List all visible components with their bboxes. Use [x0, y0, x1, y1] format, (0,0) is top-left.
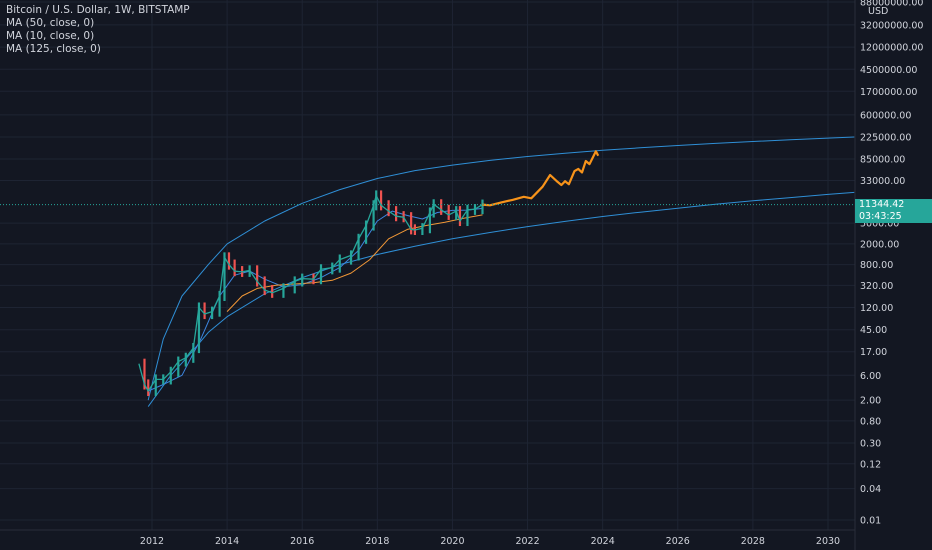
series-layer: [138, 136, 855, 407]
chart-grid: [0, 0, 855, 530]
y-tick-label: 88000000.00: [860, 0, 923, 9]
y-tick-label: 6.00: [860, 371, 881, 382]
y-axis-unit: USD: [868, 6, 888, 17]
y-tick-label: 320.00: [860, 281, 893, 292]
legend-symbol[interactable]: Bitcoin / U.S. Dollar, 1W, BITSTAMP: [6, 4, 190, 16]
legend-ma-10[interactable]: MA (10, close, 0): [6, 30, 95, 42]
log-band-line: [147, 136, 855, 401]
y-tick-label: 0.80: [860, 416, 881, 427]
ma-125-line: [226, 214, 483, 312]
last-price-badge: 11344.42: [855, 198, 932, 211]
y-tick-label: 2000.00: [860, 239, 899, 250]
y-tick-label: 0.12: [860, 459, 881, 470]
y-tick-label: 32000000.00: [860, 20, 923, 31]
price-line: [138, 194, 483, 392]
x-axis-ticks: 2012 2014 2016 2018 2020 2022 2024 2026 2028 2030: [140, 536, 840, 547]
log-band-line: [147, 191, 855, 407]
bar-countdown-badge: 03:43:25: [855, 210, 932, 223]
y-tick-label: 33000.00: [860, 176, 905, 187]
y-tick-label: 45.00: [860, 325, 887, 336]
y-tick-label: 17.00: [860, 347, 887, 358]
x-tick-label: 2022: [515, 536, 539, 547]
y-tick-label: 5000.00: [860, 219, 899, 230]
y-tick-label: 0.30: [860, 439, 881, 450]
y-tick-label: 12000000.00: [860, 43, 923, 54]
y-tick-label: 1700000.00: [860, 87, 917, 98]
y-tick-label: 85000.00: [860, 155, 905, 166]
x-tick-label: 2020: [440, 536, 464, 547]
y-axis-ticks: 88000000.00 32000000.00 12000000.00 4500000…: [860, 0, 923, 527]
y-tick-label: 0.04: [860, 484, 881, 495]
x-tick-label: 2014: [215, 536, 239, 547]
y-tick-label: 0.01: [860, 516, 881, 527]
y-tick-label: 800.00: [860, 260, 893, 271]
x-tick-label: 2028: [741, 536, 765, 547]
legend-ma-50[interactable]: MA (50, close, 0): [6, 17, 95, 29]
x-tick-label: 2024: [591, 536, 615, 547]
x-tick-label: 2016: [290, 536, 314, 547]
y-tick-label: 600000.00: [860, 110, 911, 121]
chart-legend: Bitcoin / U.S. Dollar, 1W, BITSTAMP MA (…: [6, 4, 190, 56]
y-tick-label: 120.00: [860, 303, 893, 314]
x-tick-label: 2012: [140, 536, 164, 547]
legend-ma-125[interactable]: MA (125, close, 0): [6, 43, 101, 55]
y-tick-label: 2.00: [860, 396, 881, 407]
y-tick-label: 4500000.00: [860, 65, 917, 76]
y-tick-label: 225000.00: [860, 133, 911, 144]
x-tick-label: 2026: [666, 536, 690, 547]
projection-line: [482, 150, 600, 207]
x-tick-label: 2018: [365, 536, 389, 547]
x-tick-label: 2030: [816, 536, 840, 547]
